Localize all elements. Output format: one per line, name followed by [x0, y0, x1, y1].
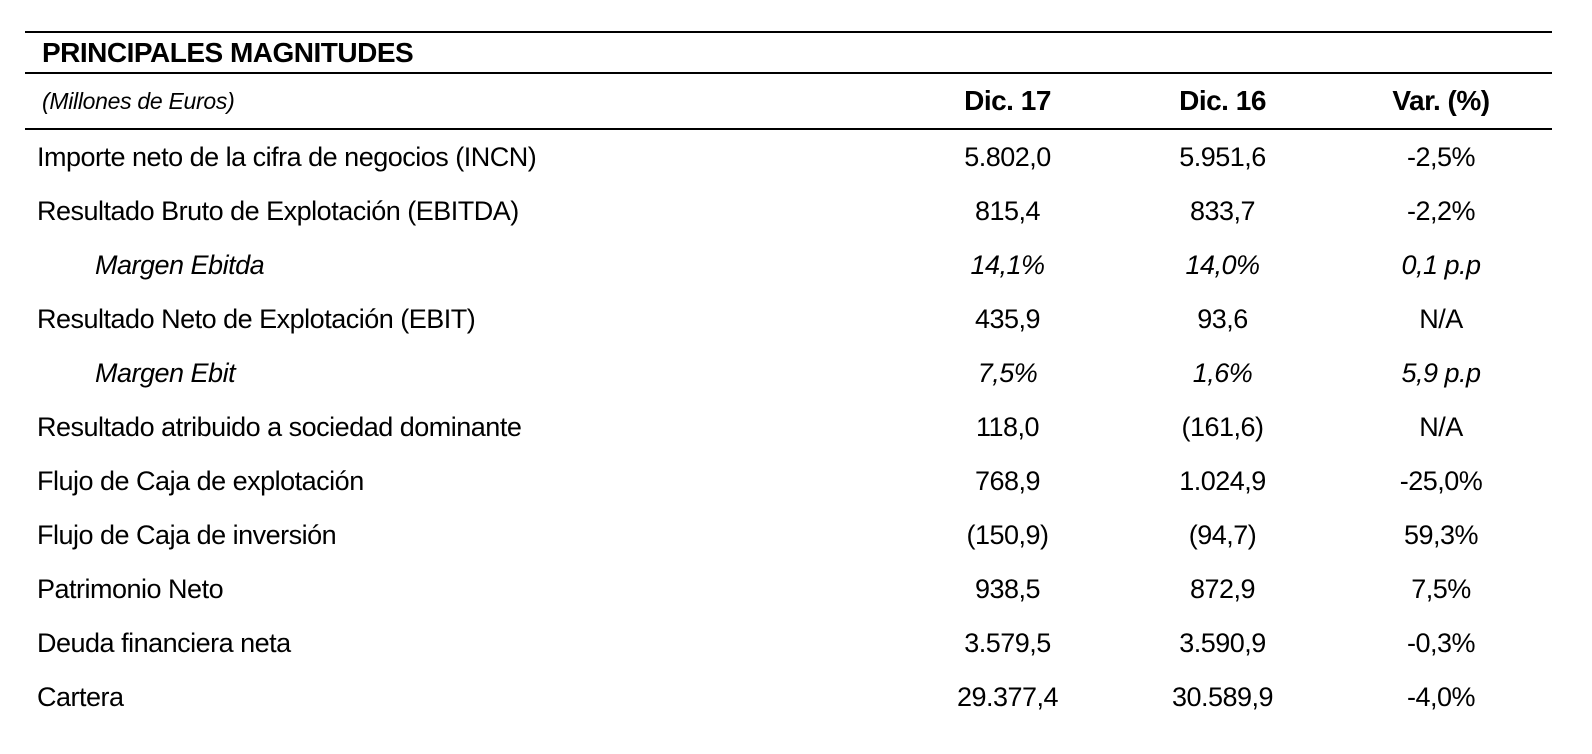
table-row: Margen Ebit 7,5% 1,6% 5,9 p.p	[25, 346, 1552, 400]
column-header-var: Var. (%)	[1392, 85, 1490, 116]
value-var: -25,0%	[1399, 465, 1483, 496]
table-row: Flujo de Caja de inversión (150,9) (94,7…	[25, 508, 1552, 562]
value-dic16: 5.951,6	[1179, 141, 1266, 172]
value-dic17: 7,5%	[977, 357, 1038, 388]
value-dic16: 14,0%	[1185, 249, 1260, 280]
principales-magnitudes-table: PRINCIPALES MAGNITUDES (Millones de Euro…	[25, 31, 1552, 724]
table-row: Cartera 29.377,4 30.589,9 -4,0%	[25, 670, 1552, 724]
horizontal-rule-under-header	[25, 128, 1552, 130]
value-var: 0,1 p.p	[1401, 249, 1481, 280]
horizontal-rule-under-title	[25, 72, 1552, 74]
value-dic17: 938,5	[974, 573, 1041, 604]
horizontal-rule-top	[25, 31, 1552, 33]
value-dic17: 3.579,5	[964, 627, 1051, 658]
value-dic16: 3.590,9	[1179, 627, 1266, 658]
metric-label: Margen Ebit	[95, 357, 236, 388]
value-dic17: (150,9)	[966, 519, 1049, 550]
value-dic17: 435,9	[974, 303, 1041, 334]
value-dic16: 833,7	[1189, 195, 1256, 226]
value-dic16: 93,6	[1197, 303, 1248, 334]
value-dic17: 5.802,0	[964, 141, 1051, 172]
value-dic17: 768,9	[974, 465, 1041, 496]
table-body: Importe neto de la cifra de negocios (IN…	[25, 130, 1552, 724]
metric-label: Flujo de Caja de inversión	[37, 519, 337, 550]
metric-label: Resultado atribuido a sociedad dominante	[37, 411, 522, 442]
value-dic16: 872,9	[1189, 573, 1256, 604]
metric-label: Margen Ebitda	[95, 249, 265, 280]
value-var: -0,3%	[1406, 627, 1476, 658]
value-dic17: 815,4	[974, 195, 1041, 226]
table-row: Flujo de Caja de explotación 768,9 1.024…	[25, 454, 1552, 508]
value-dic17: 14,1%	[970, 249, 1045, 280]
column-header-dic16: Dic. 16	[1179, 85, 1266, 116]
value-dic16: 1.024,9	[1179, 465, 1266, 496]
value-var: 7,5%	[1411, 573, 1471, 604]
table-row: Patrimonio Neto 938,5 872,9 7,5%	[25, 562, 1552, 616]
metric-label: Resultado Bruto de Explotación (EBITDA)	[37, 195, 519, 226]
report-page: PRINCIPALES MAGNITUDES (Millones de Euro…	[0, 31, 1592, 724]
value-dic16: 1,6%	[1192, 357, 1253, 388]
value-dic16: (94,7)	[1188, 519, 1257, 550]
value-var: -2,5%	[1406, 141, 1476, 172]
table-row: Resultado Bruto de Explotación (EBITDA) …	[25, 184, 1552, 238]
table-row: Resultado Neto de Explotación (EBIT) 435…	[25, 292, 1552, 346]
value-dic16: 30.589,9	[1171, 681, 1274, 712]
table-title-row: PRINCIPALES MAGNITUDES	[25, 33, 1552, 72]
table-row: Margen Ebitda 14,1% 14,0% 0,1 p.p	[25, 238, 1552, 292]
table-title: PRINCIPALES MAGNITUDES	[42, 36, 414, 68]
value-dic17: 29.377,4	[956, 681, 1059, 712]
value-var: 5,9 p.p	[1401, 357, 1481, 388]
value-var: -2,2%	[1406, 195, 1476, 226]
value-dic16: (161,6)	[1181, 411, 1264, 442]
metric-label: Flujo de Caja de explotación	[37, 465, 364, 496]
metric-label: Importe neto de la cifra de negocios (IN…	[37, 141, 537, 172]
value-var: N/A	[1419, 303, 1463, 334]
table-row: Importe neto de la cifra de negocios (IN…	[25, 130, 1552, 184]
value-var: N/A	[1419, 411, 1463, 442]
table-header-row: (Millones de Euros) Dic. 17 Dic. 16 Var.…	[25, 74, 1552, 128]
value-dic17: 118,0	[975, 411, 1040, 442]
value-var: -4,0%	[1406, 681, 1476, 712]
units-note: (Millones de Euros)	[42, 87, 235, 114]
metric-label: Deuda financiera neta	[37, 627, 291, 658]
metric-label: Patrimonio Neto	[37, 573, 224, 604]
column-header-dic17: Dic. 17	[964, 85, 1051, 116]
table-row: Deuda financiera neta 3.579,5 3.590,9 -0…	[25, 616, 1552, 670]
metric-label: Resultado Neto de Explotación (EBIT)	[37, 303, 476, 334]
value-var: 59,3%	[1403, 519, 1479, 550]
table-row: Resultado atribuido a sociedad dominante…	[25, 400, 1552, 454]
metric-label: Cartera	[37, 681, 124, 712]
